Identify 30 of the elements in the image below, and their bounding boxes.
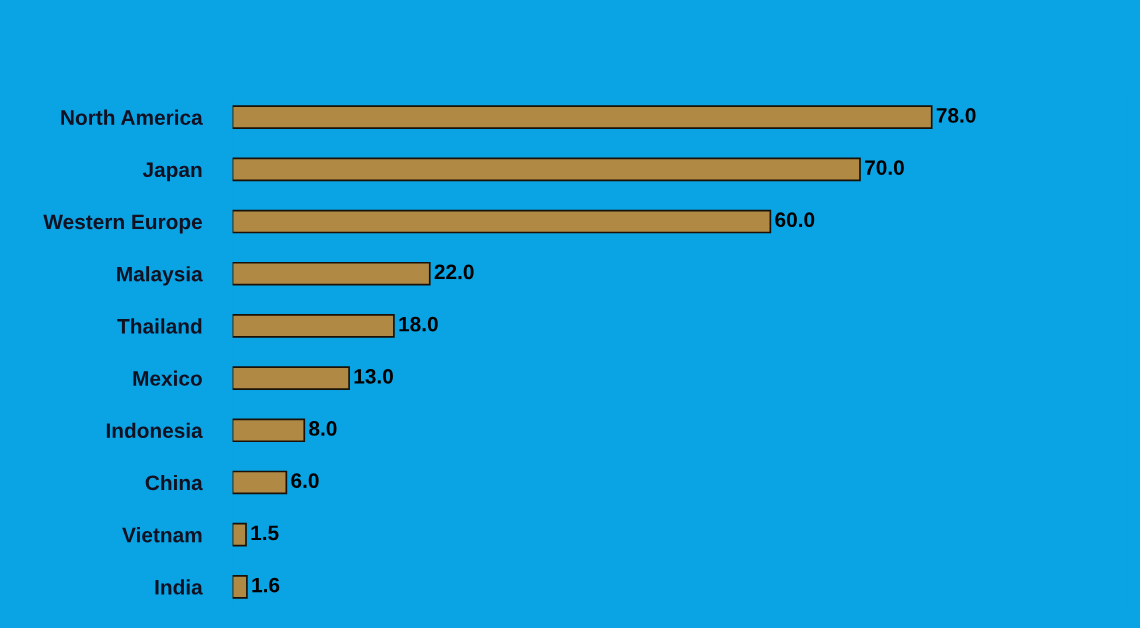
data-label: 8.0: [309, 421, 337, 436]
data-label: 78.0: [936, 107, 976, 123]
bar: [232, 105, 933, 129]
data-label: 60.0: [775, 212, 815, 228]
y-tick-label: North America: [61, 109, 203, 125]
bar: [232, 314, 395, 338]
data-label: 18.0: [399, 316, 438, 332]
y-tick-label: India: [155, 579, 203, 595]
y-tick-label: Mexico: [133, 370, 202, 386]
y-tick-label: Western Europe: [43, 214, 202, 234]
bar: [232, 470, 288, 495]
data-label: 13.0: [354, 368, 393, 384]
bar: [232, 209, 772, 234]
bar: [232, 418, 306, 443]
bar: [232, 261, 431, 286]
bar: [232, 366, 350, 390]
data-label: 1.5: [251, 525, 279, 541]
y-tick-label: China: [145, 474, 203, 491]
y-tick-label: Malaysia: [117, 266, 203, 286]
data-label: 70.0: [865, 160, 904, 175]
bar: [232, 575, 248, 599]
data-label: 22.0: [434, 264, 474, 280]
data-label: 1.6: [252, 577, 280, 593]
bar: [232, 522, 247, 547]
y-tick-label: Japan: [142, 162, 202, 182]
y-tick-label: Thailand: [117, 318, 202, 334]
y-tick-label: Vietnam: [122, 527, 202, 543]
bar: [232, 157, 861, 182]
y-tick-label: Indonesia: [106, 422, 203, 439]
data-label: 6.0: [291, 473, 319, 489]
